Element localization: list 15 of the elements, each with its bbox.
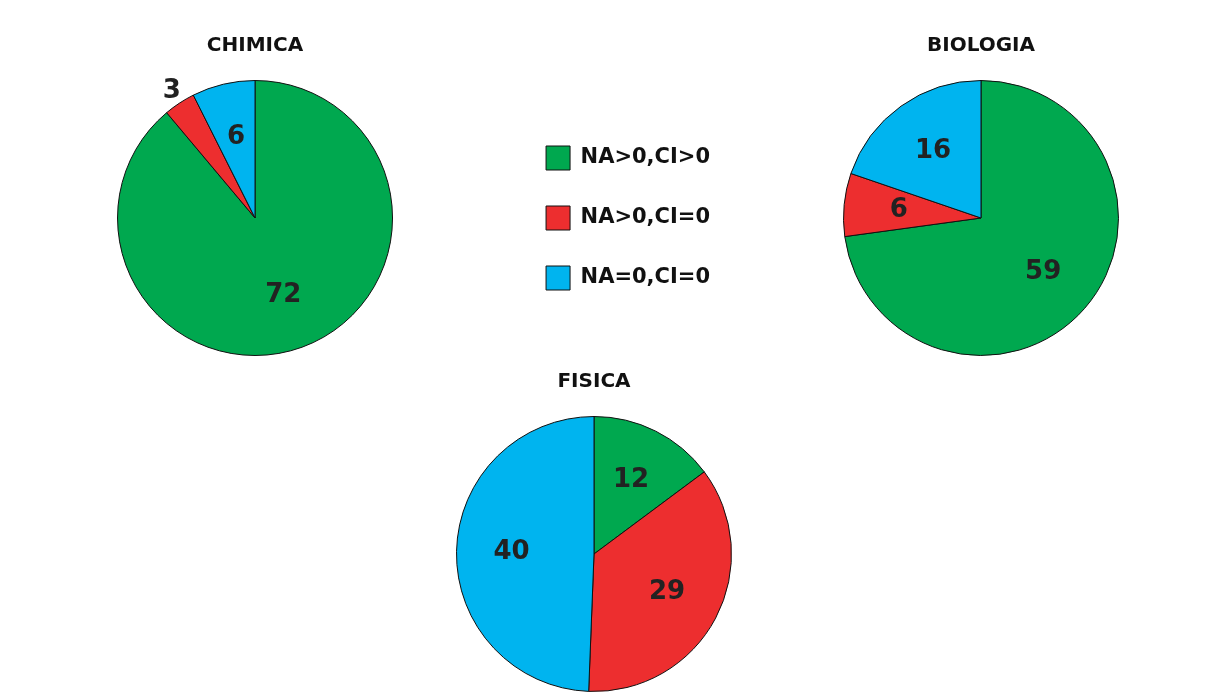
- data-label: 6: [226, 120, 246, 151]
- chart-title: BIOLOGIA: [926, 32, 1036, 57]
- data-label: 6: [889, 192, 908, 223]
- data-label: 12: [612, 463, 650, 494]
- legend-label: NA>0,CI>0: [580, 144, 711, 169]
- data-label: 40: [493, 535, 530, 566]
- chart-title: CHIMICA: [206, 32, 304, 57]
- chart-title: FISICA: [557, 368, 632, 393]
- data-label: 72: [265, 278, 302, 309]
- data-label: 29: [648, 575, 686, 606]
- data-label: 16: [914, 133, 952, 164]
- data-label: 59: [1025, 255, 1062, 285]
- legend-label: NA>0,CI=0: [580, 204, 711, 229]
- data-label: 3: [162, 74, 181, 105]
- legend-label: NA=0,CI=0: [580, 264, 711, 289]
